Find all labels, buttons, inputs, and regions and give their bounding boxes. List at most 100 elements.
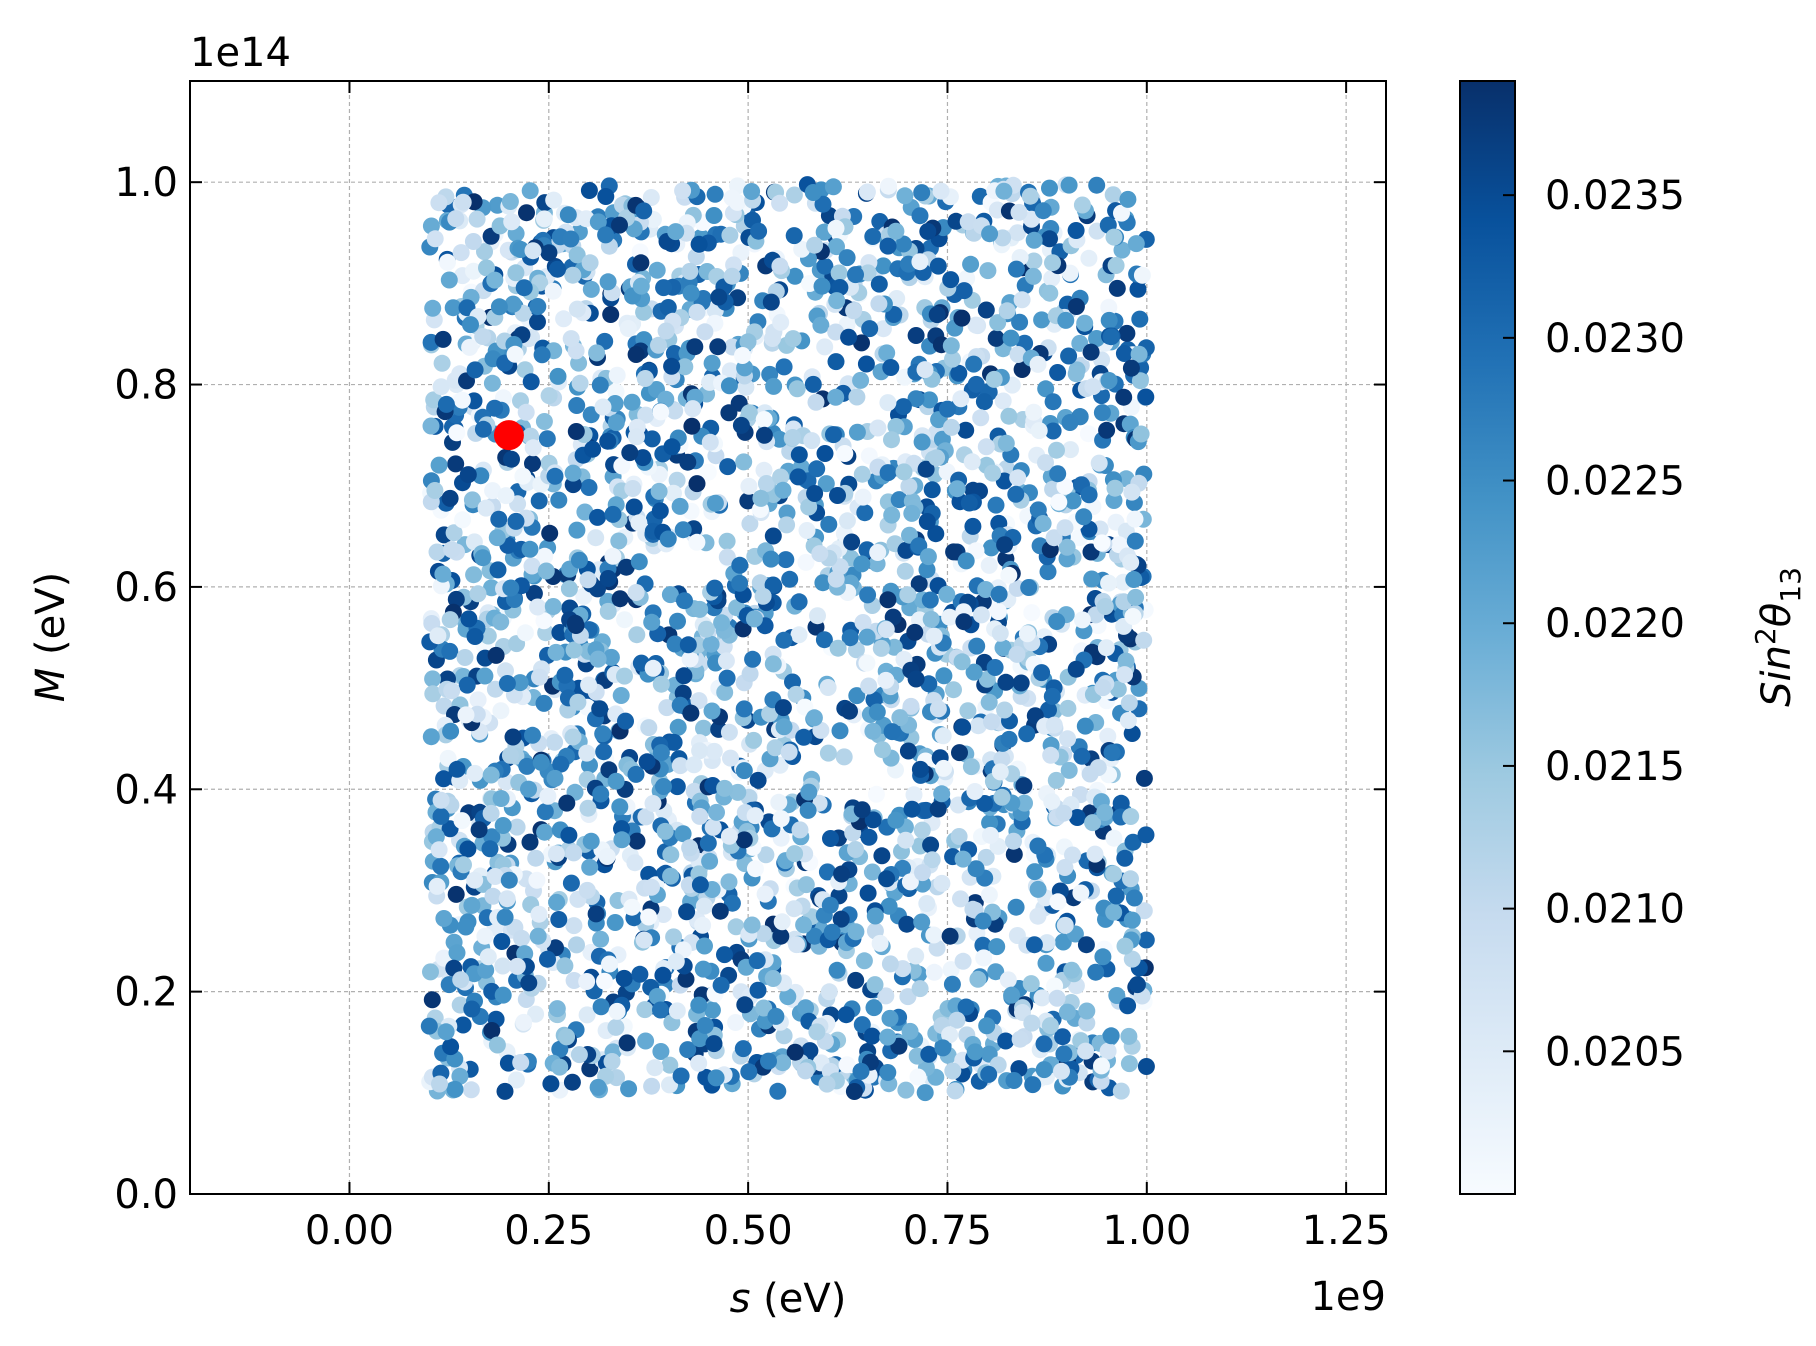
scatter-point <box>674 521 692 539</box>
scatter-point <box>821 896 839 914</box>
scatter-point <box>638 753 656 771</box>
scatter-point <box>699 834 717 852</box>
scatter-point <box>477 961 495 979</box>
scatter-point <box>967 375 985 393</box>
scatter-point <box>598 848 616 865</box>
scatter-point <box>655 778 672 795</box>
scatter-point <box>727 918 745 936</box>
scatter-point <box>1018 725 1036 743</box>
scatter-point <box>1084 814 1102 832</box>
scatter-point <box>854 488 872 506</box>
scatter-point <box>755 426 773 444</box>
scatter-point <box>1133 266 1151 284</box>
scatter-point <box>451 1067 469 1085</box>
scatter-point <box>980 556 998 574</box>
scatter-point <box>433 354 451 372</box>
scatter-point <box>529 313 546 331</box>
scatter-point <box>527 1005 545 1023</box>
scatter-point <box>1058 538 1076 556</box>
scatter-point <box>775 631 793 649</box>
scatter-point <box>1119 997 1137 1015</box>
scatter-point <box>897 1081 915 1099</box>
scatter-point <box>513 929 531 947</box>
scatter-point <box>859 264 877 282</box>
scatter-point <box>993 750 1011 768</box>
scatter-point <box>894 235 912 253</box>
scatter-point <box>749 771 767 789</box>
scatter-point <box>538 430 556 448</box>
scatter-point <box>918 513 936 530</box>
scatter-point <box>829 639 847 657</box>
scatter-point <box>1126 510 1144 528</box>
scatter-point <box>461 338 479 356</box>
scatter-point <box>1057 311 1075 329</box>
scatter-point <box>445 524 463 542</box>
scatter-point <box>883 506 901 524</box>
scatter-point <box>903 504 921 522</box>
scatter-point <box>1005 832 1022 850</box>
scatter-point <box>671 497 689 515</box>
scatter-point <box>919 223 937 240</box>
scatter-point <box>1096 598 1114 615</box>
scatter-point <box>508 957 526 975</box>
scatter-point <box>957 998 975 1016</box>
scatter-point <box>922 836 940 854</box>
scatter-point <box>597 188 615 205</box>
scatter-point <box>688 533 706 551</box>
scatter-point <box>1086 845 1104 863</box>
scatter-point <box>867 785 885 803</box>
scatter-point <box>1120 1055 1138 1073</box>
scatter-point <box>515 279 533 297</box>
scatter-point <box>743 183 761 200</box>
scatter-point <box>1123 911 1141 929</box>
scatter-point <box>484 482 502 500</box>
scatter-point <box>628 832 646 850</box>
scatter-point <box>565 972 583 989</box>
scatter-point <box>440 271 458 289</box>
scatter-point <box>589 1078 607 1096</box>
scatter-point <box>434 330 452 348</box>
scatter-point <box>531 668 548 686</box>
scatter-point <box>628 626 646 644</box>
scatter-point <box>508 818 526 836</box>
scatter-point <box>894 398 912 416</box>
scatter-point <box>582 280 600 298</box>
scatter-point <box>690 235 708 253</box>
scatter-point <box>831 722 849 740</box>
scatter-point <box>1076 314 1094 332</box>
scatter-point <box>820 983 838 1001</box>
scatter-point <box>858 628 876 646</box>
scatter-point <box>454 193 472 211</box>
scatter-point <box>1029 907 1047 925</box>
scatter-point <box>591 700 609 718</box>
x-axis-label: s (eV) <box>730 1276 847 1322</box>
scatter-point <box>504 728 522 746</box>
scatter-point <box>568 246 586 264</box>
scatter-point <box>799 801 817 819</box>
scatter-point <box>476 667 494 685</box>
scatter-point <box>643 1077 661 1095</box>
scatter-point <box>682 284 700 302</box>
scatter-point <box>551 1058 569 1076</box>
scatter-point <box>752 489 770 507</box>
scatter-point <box>1029 880 1047 898</box>
scatter-point <box>656 822 674 840</box>
scatter-point <box>911 760 929 778</box>
scatter-point <box>674 182 692 200</box>
colorbar-ticks: 0.0205 0.0210 0.0215 0.0220 0.0225 0.0230 0.02… <box>1503 173 1685 1075</box>
scatter-point <box>634 449 652 467</box>
scatter-point <box>786 1043 804 1061</box>
scatter-point <box>613 457 631 475</box>
scatter-point <box>1107 257 1125 274</box>
scatter-point <box>786 267 804 285</box>
scatter-point <box>462 1081 480 1099</box>
scatter-point <box>695 719 712 737</box>
scatter-point <box>1067 365 1085 383</box>
scatter-point <box>1029 501 1047 519</box>
scatter-point <box>562 230 580 248</box>
scatter-point <box>863 1027 881 1045</box>
scatter-point <box>524 455 541 472</box>
scatter-point <box>879 464 897 482</box>
scatter-point <box>1043 793 1061 811</box>
scatter-point <box>872 639 890 657</box>
